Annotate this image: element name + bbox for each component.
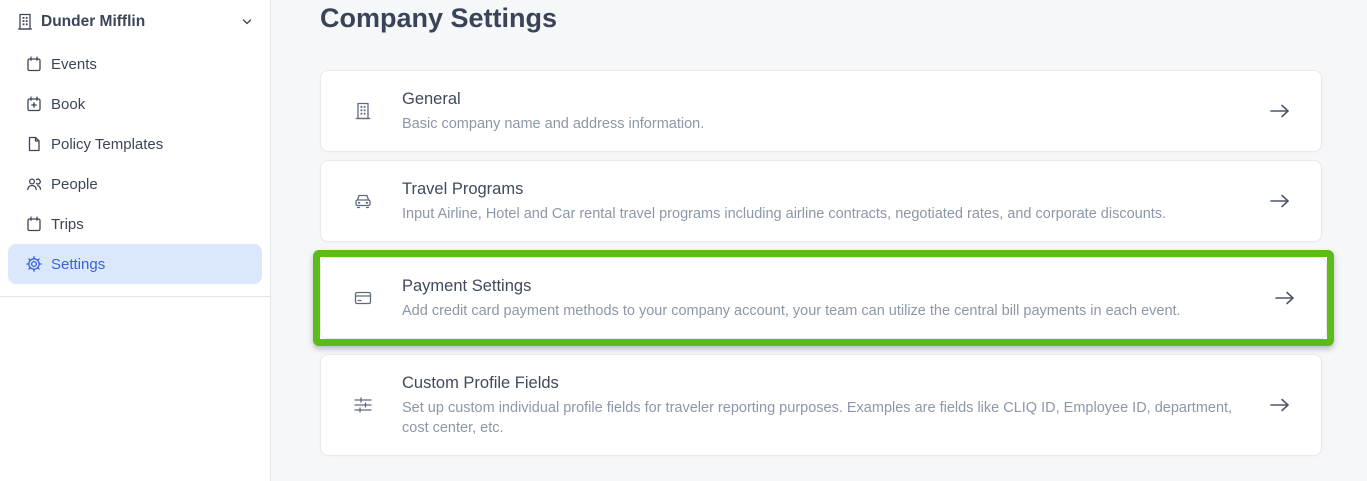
card-text: Travel Programs Input Airline, Hotel and… — [402, 178, 1257, 224]
sidebar-item-label: Trips — [51, 215, 84, 233]
calendar-plus-icon — [27, 96, 41, 112]
card-description: Add credit card payment methods to your … — [402, 303, 1181, 319]
sidebar-item-book[interactable]: Book — [8, 84, 262, 124]
card-title: Travel Programs — [402, 180, 524, 198]
building-icon — [355, 102, 371, 120]
sidebar-item-policy-templates[interactable]: Policy Templates — [8, 124, 262, 164]
org-switcher[interactable]: Dunder Mifflin — [0, 0, 270, 44]
sidebar-item-settings[interactable]: Settings — [8, 244, 262, 284]
card-description: Basic company name and address informati… — [402, 116, 705, 132]
page-title: Company Settings — [320, 3, 558, 33]
card-title: Custom Profile Fields — [402, 374, 559, 392]
sidebar-item-events[interactable]: Events — [8, 44, 262, 84]
credit-card-icon — [354, 291, 372, 305]
card-custom-profile-fields[interactable]: Custom Profile Fields Set up custom indi… — [320, 354, 1322, 456]
card-text: Custom Profile Fields Set up custom indi… — [402, 372, 1257, 438]
settings-card-list: General Basic company name and address i… — [313, 70, 1334, 456]
people-icon — [27, 178, 42, 191]
document-icon — [28, 136, 40, 152]
sidebar-item-people[interactable]: People — [8, 164, 262, 204]
card-description: Input Airline, Hotel and Car rental trav… — [402, 206, 1167, 222]
sliders-icon — [354, 397, 372, 413]
card-travel-programs[interactable]: Travel Programs Input Airline, Hotel and… — [320, 160, 1322, 242]
card-description: Set up custom individual profile fields … — [402, 400, 1233, 436]
sidebar-nav: Events Book Policy Templates — [0, 44, 270, 284]
org-name: Dunder Mifflin — [41, 13, 146, 30]
arrow-right-icon[interactable] — [1269, 397, 1291, 413]
sidebar-item-label: People — [51, 175, 98, 193]
sidebar-item-label: Policy Templates — [51, 135, 164, 153]
sidebar-item-trips[interactable]: Trips — [8, 204, 262, 244]
chevron-down-icon[interactable] — [240, 15, 254, 29]
sidebar-item-label: Book — [51, 95, 86, 113]
card-title: Payment Settings — [402, 277, 532, 295]
card-payment-settings[interactable]: Payment Settings Add credit card payment… — [320, 257, 1327, 339]
card-general[interactable]: General Basic company name and address i… — [320, 70, 1322, 152]
card-text: General Basic company name and address i… — [402, 88, 1257, 134]
sidebar-divider — [0, 296, 270, 297]
highlight-annotation-box: Payment Settings Add credit card payment… — [313, 250, 1334, 346]
calendar-icon — [27, 216, 41, 232]
calendar-icon — [27, 56, 41, 72]
car-icon — [355, 194, 371, 209]
building-icon — [17, 13, 33, 30]
card-text: Payment Settings Add credit card payment… — [402, 275, 1257, 321]
arrow-right-icon[interactable] — [1274, 290, 1296, 306]
gear-icon — [26, 256, 42, 272]
main-content: Company Settings General Basic company n… — [271, 0, 1367, 481]
arrow-right-icon[interactable] — [1269, 193, 1291, 209]
sidebar: Dunder Mifflin Events Book — [0, 0, 271, 481]
arrow-right-icon[interactable] — [1269, 103, 1291, 119]
sidebar-item-label: Settings — [51, 255, 106, 273]
card-title: General — [402, 90, 461, 108]
sidebar-item-label: Events — [51, 55, 97, 73]
